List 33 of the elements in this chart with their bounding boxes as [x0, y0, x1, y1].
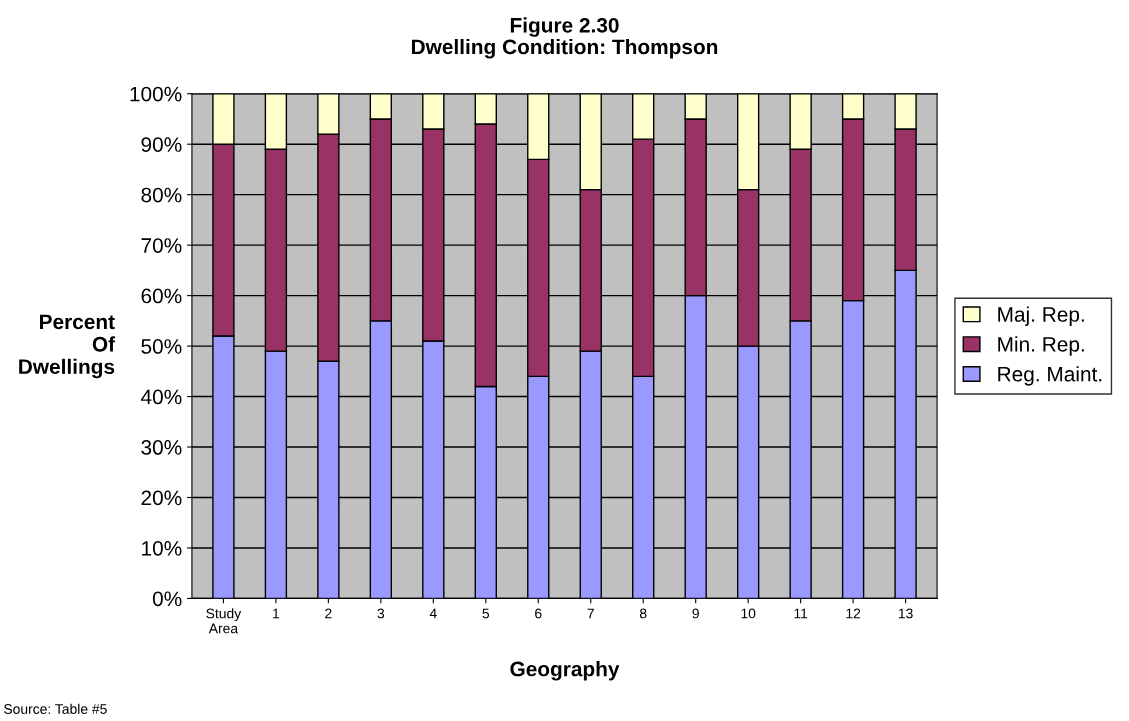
chart-subtitle: Dwelling Condition: Thompson: [411, 38, 718, 59]
y-tick-label: 70%: [141, 238, 182, 253]
x-tick-label: 6: [535, 608, 542, 619]
x-tick-label: 1: [273, 608, 280, 619]
legend-label: Reg. Maint.: [998, 366, 1102, 386]
x-tick-label: 11: [794, 608, 808, 619]
legend-label: Min. Rep.: [998, 336, 1084, 356]
x-tick-label: Study Area: [206, 608, 242, 634]
y-tick-label: 20%: [141, 490, 182, 506]
x-tick-label: 2: [325, 608, 332, 619]
y-axis-title: Percent Of Dwellings: [19, 314, 116, 379]
legend-label: Maj. Rep.: [998, 306, 1084, 326]
y-tick-label: 80%: [141, 187, 182, 203]
x-tick-label: 8: [639, 608, 647, 619]
y-tick-label: 60%: [141, 288, 182, 304]
x-tick-label: 3: [377, 608, 385, 619]
x-tick-label: 12: [846, 608, 861, 619]
y-tick-label: 10%: [142, 540, 182, 556]
y-tick-label: 50%: [141, 339, 182, 354]
y-tick-label: 40%: [140, 389, 182, 405]
y-tick-label: 90%: [141, 137, 182, 152]
x-tick-label: 5: [482, 608, 490, 619]
y-tick-label: 0%: [152, 591, 182, 607]
x-tick-label: 10: [741, 608, 756, 619]
x-axis-title: Geography: [510, 661, 620, 681]
y-tick-label: 30%: [141, 440, 182, 455]
x-tick-label: 9: [692, 608, 699, 619]
y-tick-label: 100%: [130, 86, 182, 102]
x-tick-label: 7: [587, 608, 594, 619]
chart-title: Figure 2.30: [510, 17, 619, 37]
x-tick-label: 13: [898, 608, 913, 619]
x-tick-label: 4: [429, 608, 437, 619]
source-note: Source: Table #5: [4, 703, 107, 714]
